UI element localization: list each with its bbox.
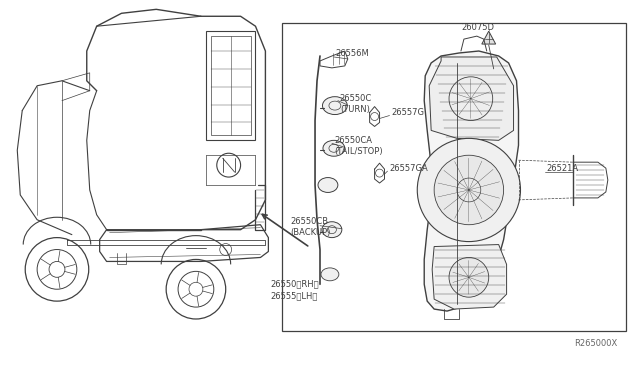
Circle shape [434,155,504,225]
Ellipse shape [323,140,345,156]
Text: (BACKUP): (BACKUP) [290,228,331,237]
Text: 26555〈LH〉: 26555〈LH〉 [270,292,317,301]
Polygon shape [482,31,495,44]
Text: 26550CA: 26550CA [334,136,372,145]
Text: 26075D: 26075D [461,23,494,32]
Text: (TAIL/STOP): (TAIL/STOP) [334,147,383,156]
Circle shape [449,257,489,297]
Ellipse shape [323,97,348,115]
Text: 26557G: 26557G [392,108,424,117]
Polygon shape [432,244,507,309]
Text: 26557GA: 26557GA [390,164,428,173]
Ellipse shape [318,177,338,192]
Circle shape [417,138,520,241]
Ellipse shape [321,268,339,281]
Text: 26550〈RH〉: 26550〈RH〉 [270,280,319,289]
Text: R265000X: R265000X [575,339,618,348]
Ellipse shape [322,222,342,238]
Text: 26556M: 26556M [336,48,370,58]
Polygon shape [424,51,518,311]
Text: (TURN): (TURN) [340,105,370,114]
Text: 26550CB: 26550CB [290,217,328,226]
Text: 26550C: 26550C [340,94,372,103]
Polygon shape [429,57,513,140]
Text: 26521A: 26521A [547,164,579,173]
